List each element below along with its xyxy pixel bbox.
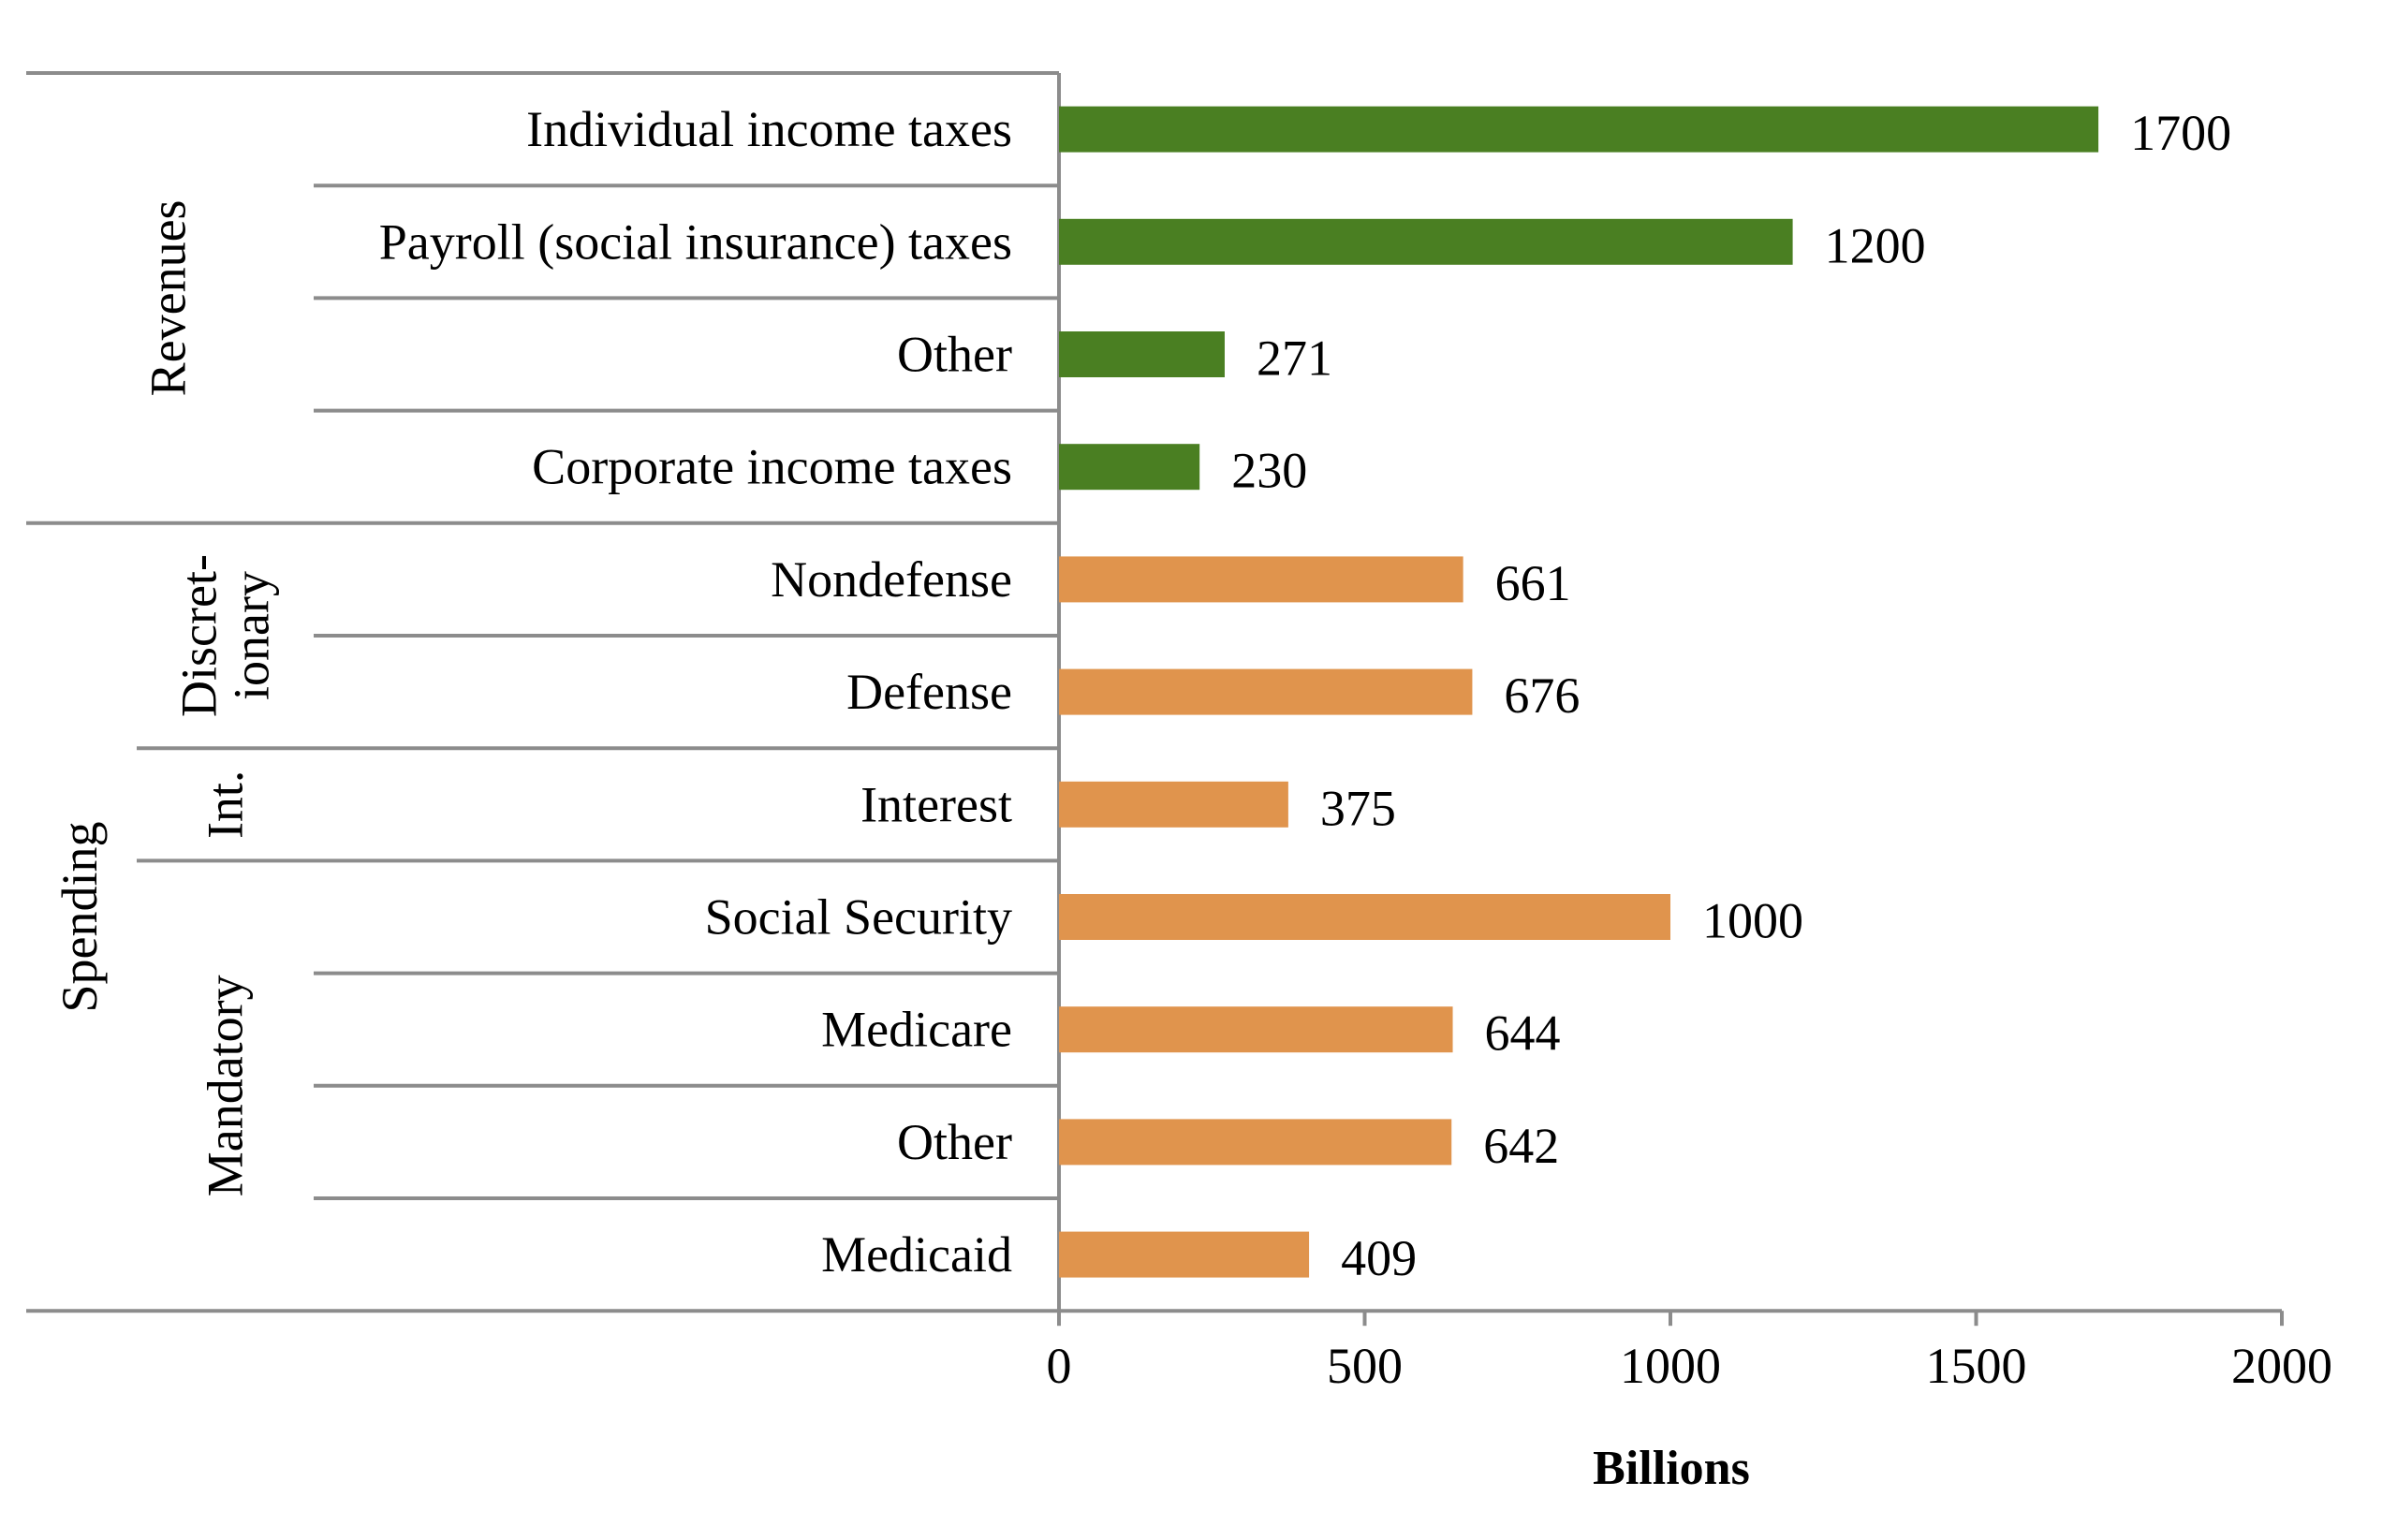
bar-revenues-other [1059, 331, 1225, 377]
category-label-medicare: Medicare [821, 1002, 1012, 1058]
x-tick-label-500: 500 [1327, 1338, 1403, 1394]
category-label-individual-income-taxes: Individual income taxes [526, 101, 1012, 157]
value-label-nondefense: 661 [1495, 555, 1571, 611]
subgroup-label-int: Int. [198, 770, 254, 840]
value-label-medicare: 644 [1485, 1005, 1561, 1062]
value-label-medicaid: 409 [1341, 1230, 1417, 1286]
category-label-defense: Defense [846, 664, 1012, 720]
bar-series [1059, 106, 2099, 1278]
category-label-social-security: Social Security [705, 889, 1012, 946]
value-label-defense: 676 [1504, 667, 1580, 724]
value-label-social-security: 1000 [1702, 893, 1803, 949]
value-label-other: 642 [1483, 1118, 1559, 1174]
bar-spending-social-security [1059, 894, 1670, 940]
bar-revenues-payroll-social-insurance-taxes [1059, 218, 1793, 265]
bar-revenues-individual-income-taxes [1059, 106, 2099, 153]
subgroup-label-mandatory: Mandatory [198, 975, 254, 1196]
category-label-other: Other [897, 1114, 1012, 1170]
category-label-medicaid: Medicaid [821, 1226, 1012, 1283]
x-tick-label-0: 0 [1047, 1338, 1072, 1394]
x-axis-title: Billions [1593, 1442, 1750, 1495]
x-tick-label-1500: 1500 [1926, 1338, 2027, 1394]
value-label-corporate-income-taxes: 230 [1231, 443, 1307, 499]
bar-spending-interest [1059, 781, 1288, 828]
value-label-interest: 375 [1320, 780, 1396, 836]
category-label-corporate-income-taxes: Corporate income taxes [532, 439, 1012, 495]
category-label-nondefense: Nondefense [771, 551, 1012, 608]
group-label-revenues: Revenues [140, 199, 197, 396]
value-label-payroll-social-insurance-taxes: 1200 [1825, 217, 1926, 273]
x-tick-label-1000: 1000 [1620, 1338, 1721, 1394]
chart-labels: Individual income taxes 1700 Payroll (soci… [51, 101, 2332, 1394]
subgroup-label-line: ionary [224, 571, 280, 700]
bar-spending-medicare [1059, 1006, 1453, 1053]
x-tick-label-2000: 2000 [2231, 1338, 2332, 1394]
category-label-payroll-social-insurance-taxes: Payroll (social insurance) taxes [379, 213, 1012, 270]
bar-spending-nondefense [1059, 556, 1463, 603]
category-label-other: Other [897, 327, 1012, 383]
category-label-interest: Interest [860, 776, 1012, 832]
group-label-spending: Spending [51, 821, 108, 1012]
bar-revenues-corporate-income-taxes [1059, 444, 1200, 491]
subgroup-label-line: Mandatory [198, 975, 254, 1196]
bar-spending-other [1059, 1119, 1452, 1166]
subgroup-label-line: Int. [198, 770, 254, 840]
chart-frame [26, 71, 2284, 1327]
bar-spending-defense [1059, 668, 1473, 715]
value-label-other: 271 [1257, 330, 1332, 387]
bar-spending-medicaid [1059, 1231, 1310, 1278]
subgroup-label-discret-ionary: Discret-ionary [171, 554, 280, 717]
value-label-individual-income-taxes: 1700 [2130, 105, 2231, 161]
subgroup-label-line: Discret- [171, 554, 228, 717]
